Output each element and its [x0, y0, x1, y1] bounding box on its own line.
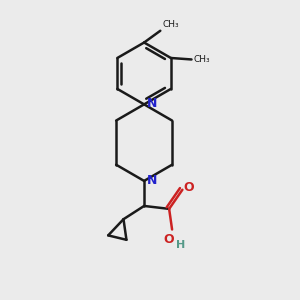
Text: O: O — [163, 233, 174, 246]
Text: N: N — [146, 97, 157, 110]
Text: N: N — [146, 174, 157, 187]
Text: H: H — [176, 240, 185, 250]
Text: O: O — [184, 181, 194, 194]
Text: CH₃: CH₃ — [163, 20, 179, 29]
Text: CH₃: CH₃ — [194, 55, 211, 64]
